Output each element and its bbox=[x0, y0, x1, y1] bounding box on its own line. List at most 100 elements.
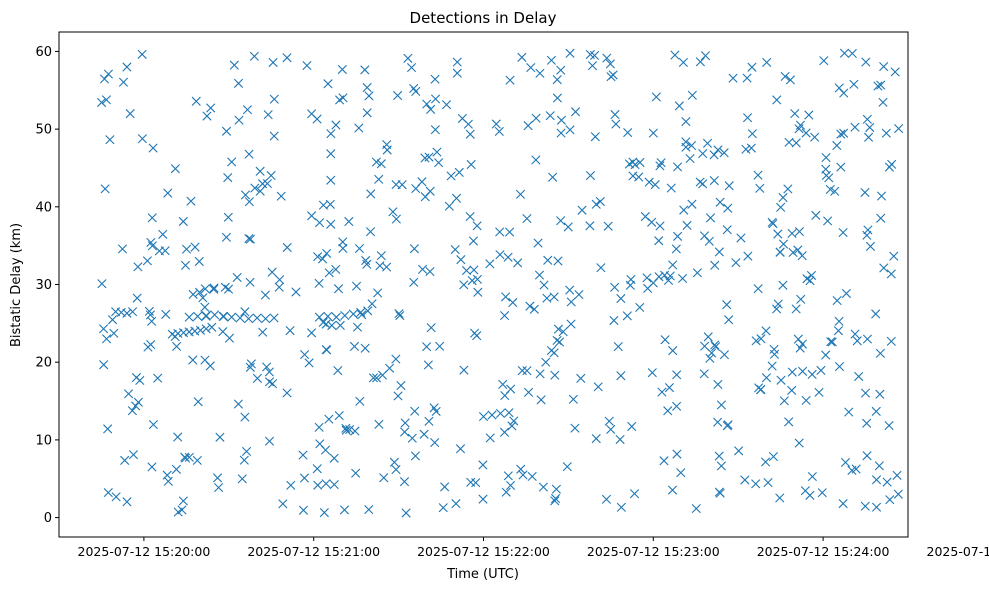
detection-point bbox=[892, 470, 902, 480]
detection-point bbox=[695, 177, 705, 187]
detection-point bbox=[331, 264, 341, 275]
detection-point bbox=[802, 274, 812, 284]
detection-point bbox=[122, 497, 132, 507]
detection-point bbox=[282, 388, 292, 398]
detection-point bbox=[158, 229, 168, 239]
detection-point bbox=[603, 221, 613, 231]
detection-point-track-d bbox=[122, 308, 132, 318]
detection-point bbox=[333, 284, 344, 294]
detection-point bbox=[833, 326, 844, 336]
detection-point bbox=[452, 68, 462, 78]
detection-point bbox=[505, 227, 515, 237]
detection-point bbox=[257, 179, 268, 189]
detection-point bbox=[109, 328, 119, 338]
detection-point bbox=[565, 285, 575, 295]
detection-point bbox=[503, 252, 513, 262]
detection-point bbox=[570, 107, 581, 117]
detection-point bbox=[224, 333, 235, 343]
detection-point bbox=[751, 336, 761, 346]
detection-point bbox=[341, 423, 351, 433]
detection-point bbox=[724, 181, 734, 191]
detection-point bbox=[677, 273, 688, 284]
detection-point bbox=[522, 213, 532, 224]
detection-point bbox=[178, 216, 188, 227]
detection-point bbox=[542, 293, 552, 303]
detection-point bbox=[424, 416, 434, 426]
detection-point bbox=[611, 119, 621, 129]
detection-point bbox=[190, 242, 200, 252]
detection-point-track-a bbox=[201, 324, 211, 334]
detection-point bbox=[99, 74, 110, 84]
detection-point bbox=[863, 132, 874, 142]
detection-point bbox=[501, 292, 511, 302]
detection-point bbox=[363, 306, 373, 316]
detection-point bbox=[655, 221, 665, 231]
detection-point bbox=[419, 429, 429, 439]
detection-point bbox=[97, 279, 107, 289]
detection-point bbox=[556, 65, 566, 75]
detection-point bbox=[795, 343, 805, 353]
detection-point-track-f bbox=[552, 335, 562, 346]
detection-point bbox=[396, 380, 406, 391]
detection-point bbox=[772, 304, 782, 314]
detection-point bbox=[672, 162, 683, 172]
detection-point bbox=[556, 115, 567, 125]
detection-point bbox=[125, 109, 135, 119]
detection-point bbox=[784, 417, 794, 427]
detection-point bbox=[376, 251, 386, 261]
detection-point bbox=[354, 243, 365, 254]
detection-point bbox=[751, 479, 761, 489]
detection-point bbox=[827, 337, 837, 347]
detection-point bbox=[430, 438, 440, 448]
detection-point bbox=[616, 293, 626, 304]
detection-point bbox=[651, 92, 661, 102]
detection-point bbox=[628, 171, 638, 181]
detection-point bbox=[794, 438, 804, 448]
detection-point bbox=[791, 138, 801, 148]
detection-point bbox=[103, 487, 113, 498]
detection-point bbox=[862, 418, 872, 428]
detection-point-track-e bbox=[450, 244, 460, 255]
detection-point bbox=[806, 270, 817, 281]
detection-point bbox=[716, 400, 726, 410]
detection-point bbox=[876, 80, 886, 90]
detection-point bbox=[552, 75, 562, 85]
detection-point bbox=[239, 455, 249, 465]
detection-point bbox=[338, 93, 348, 103]
detection-point bbox=[409, 83, 419, 94]
detection-point bbox=[558, 327, 568, 337]
detection-point bbox=[314, 218, 325, 228]
detection-point-track-b bbox=[184, 312, 194, 322]
detection-point bbox=[307, 109, 317, 119]
detection-point bbox=[518, 470, 528, 480]
x-axis-ticks: 2025-07-12 15:20:00 2025-07-12 15:21:00 20… bbox=[78, 537, 989, 559]
detection-point bbox=[409, 277, 419, 287]
detection-point bbox=[147, 213, 157, 223]
detection-point bbox=[823, 216, 833, 226]
detection-point bbox=[814, 387, 824, 397]
detection-point bbox=[388, 207, 398, 217]
detection-point bbox=[252, 373, 262, 383]
detection-point bbox=[188, 289, 198, 299]
detection-point bbox=[494, 126, 504, 137]
detection-point bbox=[249, 51, 259, 61]
detection-point bbox=[681, 137, 691, 147]
detection-point bbox=[516, 464, 526, 474]
detection-point bbox=[539, 280, 549, 290]
detection-point bbox=[794, 226, 805, 237]
detection-point bbox=[422, 99, 432, 109]
detection-point bbox=[622, 311, 632, 321]
detection-point-track-c bbox=[323, 311, 333, 321]
detection-point bbox=[761, 457, 771, 467]
detection-point bbox=[793, 334, 803, 344]
detection-point bbox=[368, 373, 379, 383]
detection-point bbox=[98, 324, 109, 334]
detection-point bbox=[787, 367, 797, 377]
detection-point bbox=[286, 480, 296, 490]
detection-point bbox=[714, 247, 724, 257]
detection-point-track-c bbox=[340, 310, 350, 321]
detection-point bbox=[245, 277, 255, 287]
detection-point bbox=[736, 233, 746, 243]
detection-point bbox=[379, 473, 389, 483]
detection-point bbox=[451, 193, 462, 203]
